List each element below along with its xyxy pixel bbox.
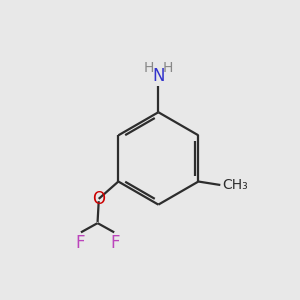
Text: CH₃: CH₃ xyxy=(222,178,248,192)
Text: F: F xyxy=(75,233,85,251)
Text: H: H xyxy=(143,61,154,75)
Text: F: F xyxy=(110,233,120,251)
Text: H: H xyxy=(163,61,173,75)
Text: N: N xyxy=(152,67,165,85)
Text: O: O xyxy=(92,190,105,208)
